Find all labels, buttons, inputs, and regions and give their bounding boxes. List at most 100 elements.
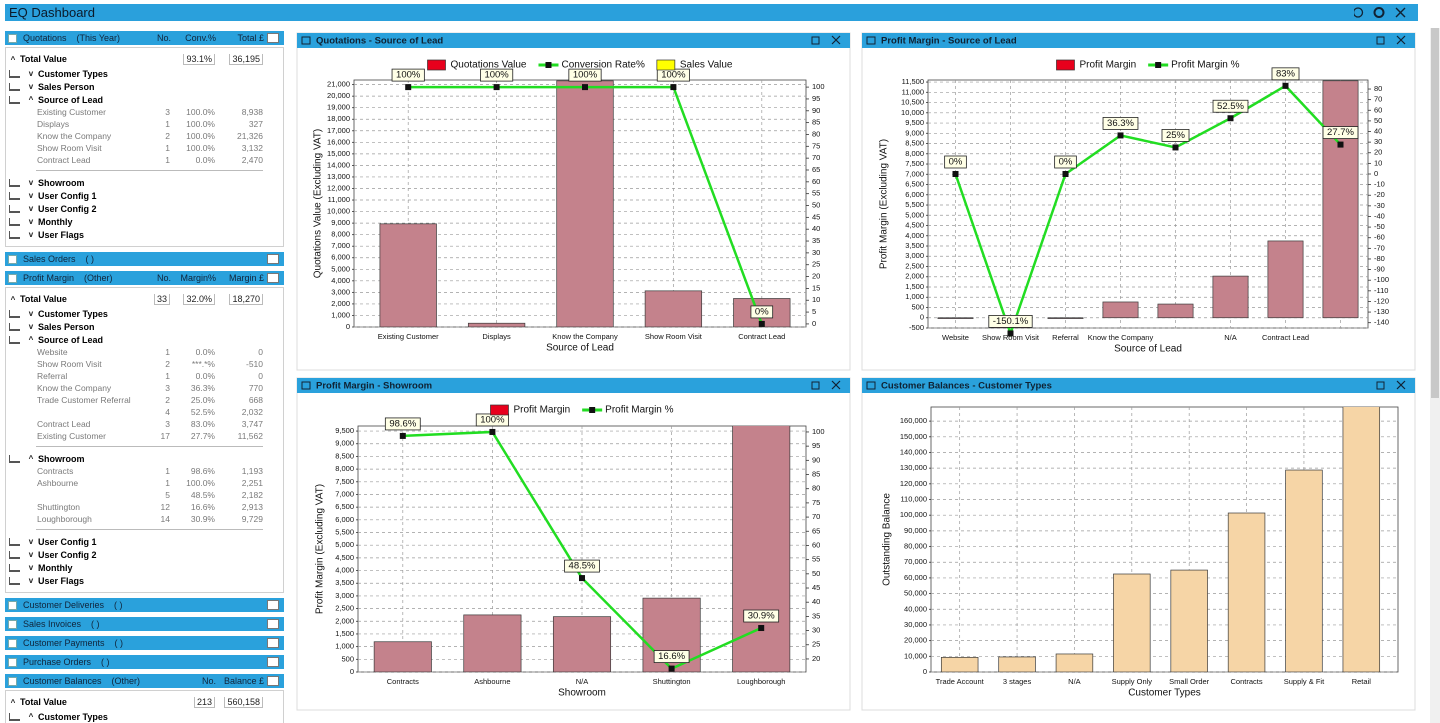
restore-button[interactable] bbox=[811, 381, 820, 390]
item-label: Sales Person bbox=[38, 81, 95, 92]
y-tick-label: 9,000 bbox=[905, 128, 924, 137]
tree-item[interactable]: ^ Source of Lead bbox=[6, 333, 283, 346]
y2-tick-label: 80 bbox=[812, 129, 820, 138]
tree-item[interactable]: v Customer Types bbox=[6, 307, 283, 320]
item-label: User Config 2 bbox=[38, 549, 97, 560]
row-name: Website bbox=[37, 347, 68, 357]
panel-header[interactable]: Purchase Orders ( ) bbox=[5, 655, 284, 669]
y2-tick-label: 95 bbox=[812, 94, 820, 103]
y2-tick-label: 25 bbox=[812, 640, 820, 649]
x-tick-label: Contracts bbox=[1231, 677, 1263, 686]
bar-group bbox=[937, 80, 1359, 328]
data-row: Loughborough 14 30.9% 9,729 bbox=[6, 513, 283, 525]
separator bbox=[36, 529, 263, 530]
restore-button[interactable] bbox=[1376, 381, 1385, 390]
tree-item[interactable]: v User Config 1 bbox=[6, 535, 283, 548]
dropdown[interactable] bbox=[267, 600, 279, 610]
close-button[interactable] bbox=[1396, 380, 1406, 390]
row-name: Displays bbox=[37, 119, 70, 129]
row-values: 4 52.5% 2,032 bbox=[135, 407, 283, 417]
expand-icon: v bbox=[28, 576, 34, 585]
expand-icon: v bbox=[28, 230, 34, 239]
restore-button[interactable] bbox=[1376, 36, 1385, 45]
scrollbar[interactable] bbox=[1430, 28, 1440, 723]
scroll-thumb[interactable] bbox=[1431, 28, 1439, 398]
close-button[interactable] bbox=[1396, 35, 1406, 45]
y2-tick-label: 50 bbox=[1374, 116, 1382, 125]
dropdown[interactable] bbox=[267, 638, 279, 648]
tree-item[interactable]: ^ Showroom bbox=[6, 452, 283, 465]
refresh-button[interactable] bbox=[1354, 7, 1364, 18]
tree-item[interactable]: ^ Customer Types bbox=[6, 710, 283, 723]
data-row: Website 1 0.0% 0 bbox=[6, 346, 283, 358]
panel-body: ^ Total Value 33 32.0% 18,270 v Customer Types… bbox=[5, 287, 284, 593]
row-name: Contract Lead bbox=[37, 155, 91, 165]
dropdown[interactable] bbox=[267, 676, 279, 686]
tree-item[interactable]: v Showroom bbox=[6, 176, 283, 189]
row-cell: 3,132 bbox=[241, 143, 263, 153]
dropdown[interactable] bbox=[267, 619, 279, 629]
row-cell: 100.0% bbox=[186, 143, 215, 153]
y-tick-label: 0 bbox=[350, 667, 354, 676]
y-tick-label: 40,000 bbox=[904, 604, 927, 613]
y2-tick-label: -70 bbox=[1374, 243, 1385, 252]
panel-header[interactable]: Sales Orders ( ) bbox=[5, 252, 284, 266]
close-button[interactable] bbox=[1395, 7, 1406, 18]
dropdown[interactable] bbox=[267, 33, 279, 43]
close-button[interactable] bbox=[831, 380, 841, 390]
y-tick-label: 3,500 bbox=[905, 241, 924, 250]
panel-header[interactable]: Quotations (This Year) No. Conv.% Total £ bbox=[5, 31, 284, 45]
x-tick-label: N/A bbox=[1068, 677, 1081, 686]
tree-item[interactable]: v Sales Person bbox=[6, 80, 283, 93]
column-headers: No. Balance £ bbox=[171, 676, 267, 686]
data-row: Know the Company 3 36.3% 770 bbox=[6, 382, 283, 394]
tree-item[interactable]: v User Flags bbox=[6, 574, 283, 587]
panel-header[interactable]: Sales Invoices ( ) bbox=[5, 617, 284, 631]
y2-tick-label: 80 bbox=[1374, 84, 1382, 93]
y2-tick-label: 45 bbox=[812, 583, 820, 592]
y2-tick-label: 35 bbox=[812, 236, 820, 245]
settings-button[interactable] bbox=[1373, 7, 1385, 18]
panel-title: Sales Orders bbox=[23, 254, 76, 264]
row-name: Show Room Visit bbox=[37, 143, 102, 153]
y-tick-label: 0 bbox=[346, 322, 350, 331]
total-values: 33 32.0% 18,270 bbox=[135, 293, 283, 305]
panel-header[interactable]: Customer Payments ( ) bbox=[5, 636, 284, 650]
line-marker bbox=[1227, 115, 1234, 122]
tree-item[interactable]: v Sales Person bbox=[6, 320, 283, 333]
tree-item[interactable]: v Monthly bbox=[6, 561, 283, 574]
tree-item[interactable]: v User Config 2 bbox=[6, 202, 283, 215]
close-button[interactable] bbox=[831, 35, 841, 45]
y-tick-label: 8,500 bbox=[905, 139, 924, 148]
panel-header[interactable]: Profit Margin (Other) No. Margin% Margin £ bbox=[5, 271, 284, 285]
data-row: 4 52.5% 2,032 bbox=[6, 406, 283, 418]
dropdown[interactable] bbox=[267, 254, 279, 264]
row-cell: 1 bbox=[165, 478, 170, 488]
bar bbox=[467, 322, 526, 327]
tree-item[interactable]: v User Config 2 bbox=[6, 548, 283, 561]
dropdown[interactable] bbox=[267, 657, 279, 667]
tree-item[interactable]: ^ Source of Lead bbox=[6, 93, 283, 106]
tree-item[interactable]: v User Config 1 bbox=[6, 189, 283, 202]
restore-button[interactable] bbox=[811, 36, 820, 45]
y-tick-label: 10,500 bbox=[901, 98, 924, 107]
panel-icon bbox=[301, 36, 311, 45]
y2-tick-label: 5 bbox=[812, 307, 816, 316]
y-tick-label: 11,000 bbox=[328, 195, 350, 204]
tree-item[interactable]: v Monthly bbox=[6, 215, 283, 228]
panel-header[interactable]: Customer Balances (Other) No. Balance £ bbox=[5, 674, 284, 688]
tree-item[interactable]: v User Flags bbox=[6, 228, 283, 241]
item-icon bbox=[9, 576, 20, 585]
y2-tick-label: 90 bbox=[812, 106, 820, 115]
dropdown[interactable] bbox=[267, 273, 279, 283]
row-cell: 11,562 bbox=[237, 431, 263, 441]
value-label-box bbox=[1271, 67, 1300, 81]
total-values: 213 560,158 bbox=[170, 696, 283, 708]
panel-header[interactable]: Customer Deliveries ( ) bbox=[5, 598, 284, 612]
y-tick-label: 9,500 bbox=[905, 118, 924, 127]
y-tick-label: 5,000 bbox=[905, 210, 924, 219]
tree-item[interactable]: v Customer Types bbox=[6, 67, 283, 80]
y2-tick-label: 80 bbox=[812, 484, 820, 493]
y-tick-label: 0 bbox=[923, 667, 927, 676]
